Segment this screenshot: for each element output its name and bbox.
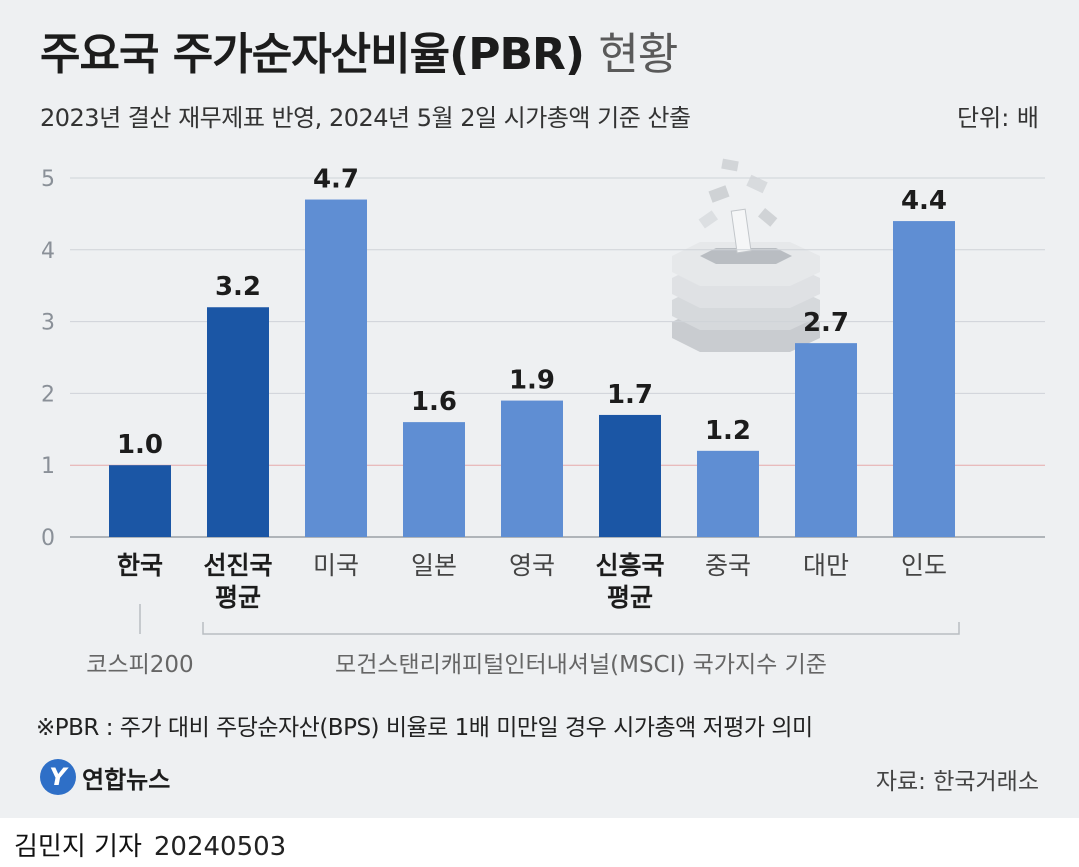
bar bbox=[697, 450, 759, 537]
bar bbox=[305, 199, 367, 538]
category-label: 대만 bbox=[803, 551, 849, 580]
category-label: 평균 bbox=[607, 583, 653, 612]
value-label: 1.7 bbox=[607, 380, 653, 410]
chart-title: 주요국 주가순자산비율(PBR) 현황 bbox=[40, 29, 678, 80]
bar bbox=[109, 465, 171, 537]
bar bbox=[893, 221, 955, 537]
stacked-coins-illustration bbox=[672, 158, 820, 352]
chart-subtitle: 2023년 결산 재무제표 반영, 2024년 5월 2일 시가총액 기준 산출 bbox=[40, 104, 691, 132]
category-label: 인도 bbox=[901, 551, 947, 580]
value-label: 1.9 bbox=[509, 366, 555, 396]
byline: 김민지 기자 20240503 bbox=[14, 826, 286, 863]
category-label: 미국 bbox=[313, 551, 359, 580]
y-tick-label: 4 bbox=[41, 239, 55, 264]
publish-date: 20240503 bbox=[153, 832, 287, 862]
value-label: 2.7 bbox=[803, 308, 849, 338]
category-label: 일본 bbox=[411, 551, 457, 580]
y-tick-label: 2 bbox=[41, 382, 55, 407]
pbr-footnote: ※PBR : 주가 대비 주당순자산(BPS) 비율로 1배 미만일 경우 시가… bbox=[36, 715, 813, 741]
source-label: 자료: 한국거래소 bbox=[875, 769, 1039, 795]
title-suffix: 현황 bbox=[598, 29, 678, 80]
category-label: 중국 bbox=[705, 551, 751, 580]
author: 김민지 기자 bbox=[14, 832, 142, 862]
group-bracket bbox=[202, 622, 960, 635]
value-label: 1.0 bbox=[117, 430, 163, 460]
category-label: 영국 bbox=[509, 551, 555, 580]
value-label: 4.4 bbox=[901, 186, 947, 216]
bar bbox=[501, 400, 563, 537]
yonhap-logo: Y 연합뉴스 bbox=[40, 755, 170, 799]
category-label: 신흥국 bbox=[595, 551, 664, 580]
bar bbox=[403, 422, 465, 537]
value-label: 1.2 bbox=[705, 416, 751, 446]
unit-label: 단위: 배 bbox=[957, 104, 1039, 132]
yonhap-logo-name: 연합뉴스 bbox=[82, 765, 171, 794]
bar bbox=[795, 343, 857, 537]
category-label: 한국 bbox=[117, 551, 163, 580]
value-label: 3.2 bbox=[215, 272, 261, 302]
group-label: 코스피200 bbox=[86, 652, 193, 678]
yonhap-logo-icon: Y bbox=[40, 759, 76, 795]
y-tick-label: 1 bbox=[41, 454, 55, 479]
y-tick-label: 3 bbox=[41, 311, 55, 336]
bar bbox=[207, 307, 269, 537]
value-label: 4.7 bbox=[313, 165, 359, 195]
group-label: 모건스탠리캐피털인터내셔널(MSCI) 국가지수 기준 bbox=[335, 652, 827, 678]
bar bbox=[599, 414, 661, 537]
y-tick-label: 5 bbox=[41, 167, 55, 192]
category-label: 선진국 bbox=[203, 551, 272, 580]
value-label: 1.6 bbox=[411, 387, 457, 417]
y-tick-label: 0 bbox=[41, 526, 55, 551]
category-label: 평균 bbox=[215, 583, 261, 612]
